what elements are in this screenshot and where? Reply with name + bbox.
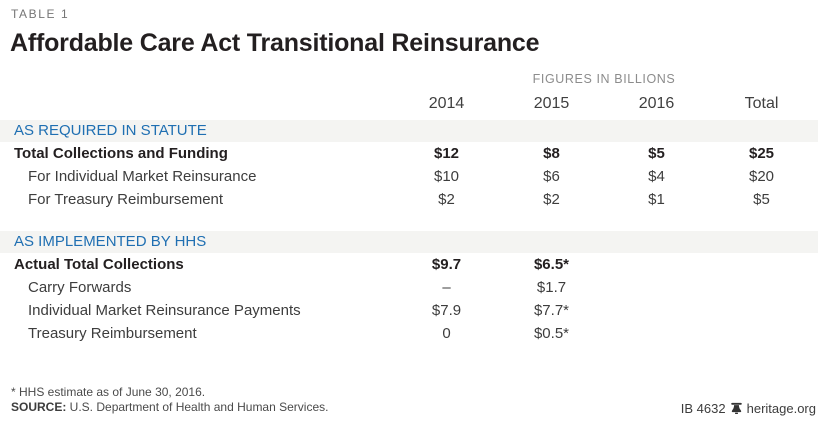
doc-id: IB 4632 <box>680 401 726 416</box>
table-row: Individual Market Reinsurance Payments $… <box>0 299 814 322</box>
table-number: TABLE 1 <box>11 7 70 21</box>
cell-value: $0.5* <box>533 325 570 342</box>
section-header-label: AS IMPLEMENTED BY HHS <box>14 233 207 250</box>
column-header-total: Total <box>744 95 779 112</box>
row-label: Total Collections and Funding <box>14 145 228 162</box>
units-note-row: FIGURES IN BILLIONS <box>0 71 814 86</box>
cell-value: $8 <box>543 145 560 162</box>
cell-value: $7.9 <box>431 302 462 319</box>
column-header-2016: 2016 <box>638 95 675 112</box>
table-figure: TABLE 1 Affordable Care Act Transitional… <box>0 7 825 416</box>
cell-value: $2 <box>543 191 560 208</box>
cell-value: $10 <box>433 168 460 185</box>
source-text: U.S. Department of Health and Human Serv… <box>66 400 329 414</box>
table-row: For Individual Market Reinsurance $10 $6… <box>0 165 814 188</box>
row-label: Individual Market Reinsurance Payments <box>28 302 301 319</box>
asterisk-footnote: * HHS estimate as of June 30, 2016. <box>11 385 206 399</box>
footnotes: * HHS estimate as of June 30, 2016. SOUR… <box>11 385 328 415</box>
row-label: Carry Forwards <box>28 279 132 296</box>
cell-value: $4 <box>648 168 665 185</box>
cell-value: $7.7* <box>533 302 570 319</box>
cell-value: $12 <box>433 145 460 162</box>
cell-value: $25 <box>748 145 775 162</box>
table-row: For Treasury Reimbursement $2 $2 $1 $5 <box>0 188 814 211</box>
cell-value: $20 <box>748 168 775 185</box>
section-header-statute: AS REQUIRED IN STATUTE <box>0 120 818 142</box>
row-label: Actual Total Collections <box>14 256 184 273</box>
source-label: SOURCE: <box>11 400 67 414</box>
cell-value: $5 <box>648 145 665 162</box>
units-note: FIGURES IN BILLIONS <box>532 71 676 86</box>
cell-value: $2 <box>438 191 455 208</box>
data-table: FIGURES IN BILLIONS 2014 2015 2016 Total… <box>0 71 825 345</box>
table-row: Treasury Reimbursement 0 $0.5* <box>0 322 814 345</box>
source-line: SOURCE: U.S. Department of Health and Hu… <box>11 400 328 415</box>
cell-value: $9.7 <box>431 256 462 273</box>
section-header-hhs: AS IMPLEMENTED BY HHS <box>0 231 818 253</box>
site-url: heritage.org <box>746 401 816 416</box>
row-label: Treasury Reimbursement <box>28 325 197 342</box>
row-label: For Individual Market Reinsurance <box>28 168 257 185</box>
cell-value: $1 <box>648 191 665 208</box>
cell-value: $6 <box>543 168 560 185</box>
column-header-row: 2014 2015 2016 Total <box>0 94 814 114</box>
cell-value: 0 <box>442 325 451 342</box>
column-header-2014: 2014 <box>428 95 465 112</box>
page-title: Affordable Care Act Transitional Reinsur… <box>10 29 540 57</box>
table-row: Actual Total Collections $9.7 $6.5* <box>0 253 814 276</box>
publication-brand: IB 4632 heritage.org <box>681 401 816 416</box>
cell-value: $1.7 <box>536 279 567 296</box>
table-row: Carry Forwards – $1.7 <box>0 276 814 299</box>
column-header-2015: 2015 <box>533 95 570 112</box>
cell-value: $5 <box>753 191 770 208</box>
cell-value: $6.5* <box>533 256 570 273</box>
row-label: For Treasury Reimbursement <box>28 191 224 208</box>
cell-value: – <box>442 279 451 296</box>
liberty-bell-icon <box>730 402 743 415</box>
section-header-label: AS REQUIRED IN STATUTE <box>14 122 207 139</box>
table-row: Total Collections and Funding $12 $8 $5 … <box>0 142 814 165</box>
